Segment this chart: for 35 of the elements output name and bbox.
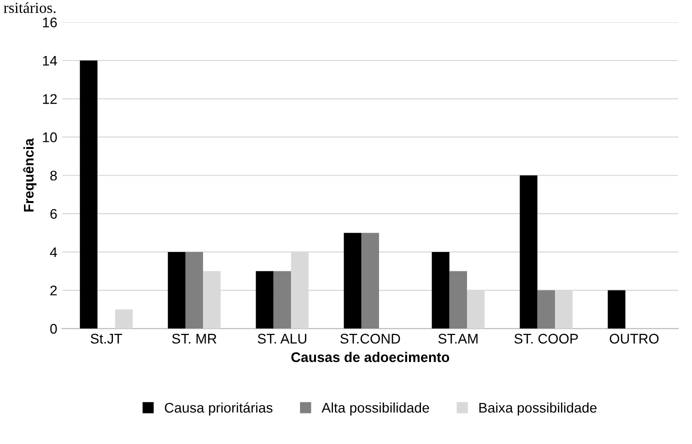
x-tick-label: OUTRO: [610, 334, 659, 344]
bar: [344, 232, 362, 329]
legend-label: Baixa possibilidade: [479, 402, 597, 416]
y-tick-label: 4: [50, 247, 58, 258]
bar: [449, 271, 467, 329]
y-tick-label: 14: [43, 56, 58, 66]
legend-label: Causa prioritárias: [164, 402, 272, 416]
x-tick-label: ST. ALU: [258, 334, 306, 344]
x-tick-label: ST.AM: [438, 334, 478, 344]
y-tick-label: 8: [50, 170, 57, 181]
x-tick-label: ST. MR: [172, 334, 216, 344]
y-tick-label: 6: [50, 209, 57, 219]
bar: [115, 309, 133, 329]
y-tick-label: 10: [43, 132, 57, 142]
bar: [168, 252, 186, 329]
x-tick-label: ST.COND: [340, 334, 400, 344]
bar: [256, 271, 274, 329]
bar: [520, 175, 538, 329]
bar: [608, 290, 626, 329]
y-tick-label: 16: [43, 18, 57, 28]
text: rsitários.: [4, 2, 56, 14]
y-axis-title: Frequência: [23, 138, 36, 212]
y-tick-label: 12: [43, 94, 57, 104]
x-axis-title: Causas de adoecimento: [291, 352, 450, 362]
bar: [185, 252, 204, 329]
bar: [273, 271, 292, 329]
y-tick-label: 2: [50, 286, 57, 296]
bar: [361, 232, 380, 329]
y-tick-label: 0: [50, 324, 57, 334]
bar: [537, 290, 555, 329]
x-tick-label: ST. COOP: [514, 334, 578, 344]
bar: [80, 60, 98, 329]
legend-label: Alta possibilidade: [322, 402, 430, 416]
x-tick-label: St.JT: [90, 334, 122, 344]
bar: [432, 252, 450, 329]
